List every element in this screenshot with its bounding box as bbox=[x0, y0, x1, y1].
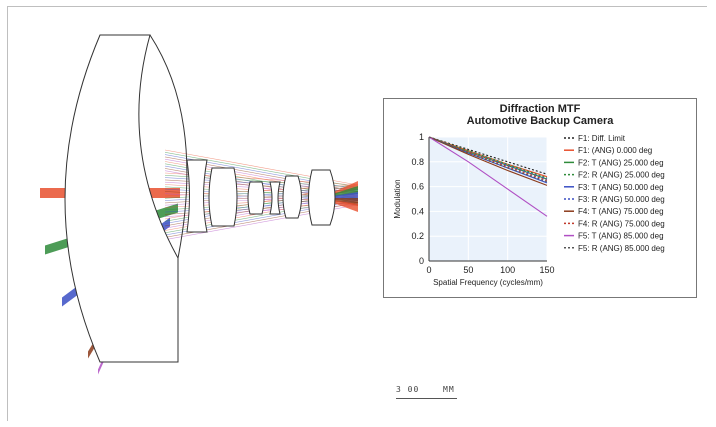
y-tick-label: 1 bbox=[419, 132, 424, 142]
lens-element-6 bbox=[282, 175, 302, 219]
x-tick-label: 100 bbox=[500, 265, 515, 275]
x-axis-label: Spatial Frequency (cycles/mm) bbox=[433, 278, 543, 287]
lens-element-5 bbox=[269, 181, 281, 215]
lens-element-2 bbox=[186, 159, 208, 233]
legend-entry: F2: T (ANG) 25.000 deg bbox=[578, 158, 664, 167]
x-tick-label: 0 bbox=[426, 265, 431, 275]
legend-entry: F1: Diff. Limit bbox=[578, 134, 626, 143]
series-line-9 bbox=[428, 136, 548, 217]
series-line-7 bbox=[428, 136, 548, 186]
lens-element-3 bbox=[208, 167, 238, 227]
lens-element-7 bbox=[308, 169, 336, 226]
scale-bar bbox=[396, 398, 457, 399]
chart-title: Diffraction MTF bbox=[499, 103, 581, 115]
legend-entry: F3: T (ANG) 50.000 deg bbox=[578, 183, 664, 192]
legend-entry: F3: R (ANG) 50.000 deg bbox=[578, 195, 665, 204]
lens-element-4 bbox=[247, 181, 265, 215]
legend-entry: F4: T (ANG) 75.000 deg bbox=[578, 207, 664, 216]
series-line-1 bbox=[428, 136, 548, 175]
figure-frame bbox=[7, 6, 707, 421]
legend-entry: F2: R (ANG) 25.000 deg bbox=[578, 171, 665, 180]
legend-entry: F1: (ANG) 0.000 deg bbox=[578, 146, 652, 155]
y-tick-label: 0.6 bbox=[411, 182, 424, 192]
series-line-8 bbox=[428, 136, 548, 181]
chart-subtitle: Automotive Backup Camera bbox=[466, 115, 614, 127]
y-tick-label: 0.2 bbox=[411, 231, 424, 241]
mtf-chart-panel: Diffraction MTF Automotive Backup Camera… bbox=[383, 98, 697, 298]
mtf-plot: 0 0.2 0.4 0.6 0.8 1 0 50 100 150 Spatial Frequency… bbox=[393, 132, 665, 287]
x-tick-label: 150 bbox=[539, 265, 554, 275]
legend-entry: F5: R (ANG) 85.000 deg bbox=[578, 244, 665, 253]
lens-elements bbox=[64, 34, 336, 363]
scale-unit: MM bbox=[443, 385, 455, 394]
legend-entry: F4: R (ANG) 75.000 deg bbox=[578, 219, 665, 228]
series-line-4 bbox=[428, 136, 548, 179]
series-line-10 bbox=[428, 136, 548, 183]
y-tick-label: 0.8 bbox=[411, 157, 424, 167]
x-tick-label: 50 bbox=[463, 265, 473, 275]
legend-entry: F5: T (ANG) 85.000 deg bbox=[578, 232, 664, 241]
y-axis-label: Modulation bbox=[393, 179, 402, 218]
y-tick-label: 0 bbox=[419, 256, 424, 266]
front-lens-inner-face bbox=[149, 34, 188, 259]
front-meniscus-lens bbox=[64, 34, 179, 363]
scale-value: 3 00 bbox=[396, 385, 420, 394]
y-tick-label: 0.4 bbox=[411, 206, 424, 216]
